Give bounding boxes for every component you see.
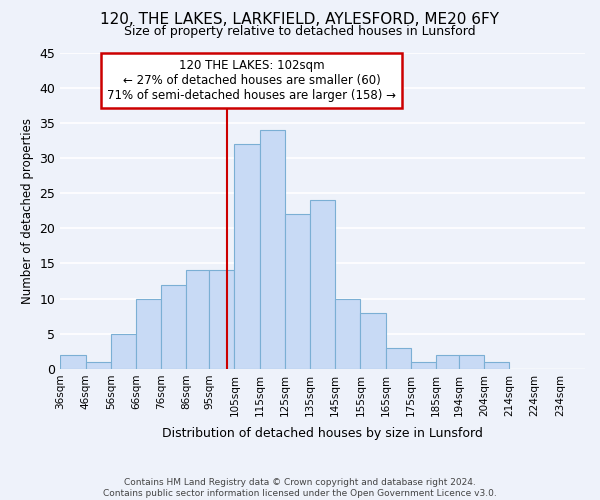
Bar [386,348,411,369]
X-axis label: Distribution of detached houses by size in Lunsford: Distribution of detached houses by size … [162,427,483,440]
Bar [260,130,285,369]
Bar [484,362,509,369]
Bar [436,355,459,369]
Bar [235,144,260,369]
Bar [285,214,310,369]
Bar [459,355,484,369]
Y-axis label: Number of detached properties: Number of detached properties [21,118,34,304]
Bar [310,200,335,369]
Text: Contains HM Land Registry data © Crown copyright and database right 2024.
Contai: Contains HM Land Registry data © Crown c… [103,478,497,498]
Bar [335,298,361,369]
Bar [187,270,209,369]
Bar [136,298,161,369]
Bar [161,284,187,369]
Bar [209,270,235,369]
Bar [411,362,436,369]
Bar [111,334,136,369]
Text: 120, THE LAKES, LARKFIELD, AYLESFORD, ME20 6FY: 120, THE LAKES, LARKFIELD, AYLESFORD, ME… [101,12,499,28]
Bar [86,362,111,369]
Bar [60,355,86,369]
Bar [361,312,386,369]
Text: Size of property relative to detached houses in Lunsford: Size of property relative to detached ho… [124,24,476,38]
Text: 120 THE LAKES: 102sqm
← 27% of detached houses are smaller (60)
71% of semi-deta: 120 THE LAKES: 102sqm ← 27% of detached … [107,59,397,102]
